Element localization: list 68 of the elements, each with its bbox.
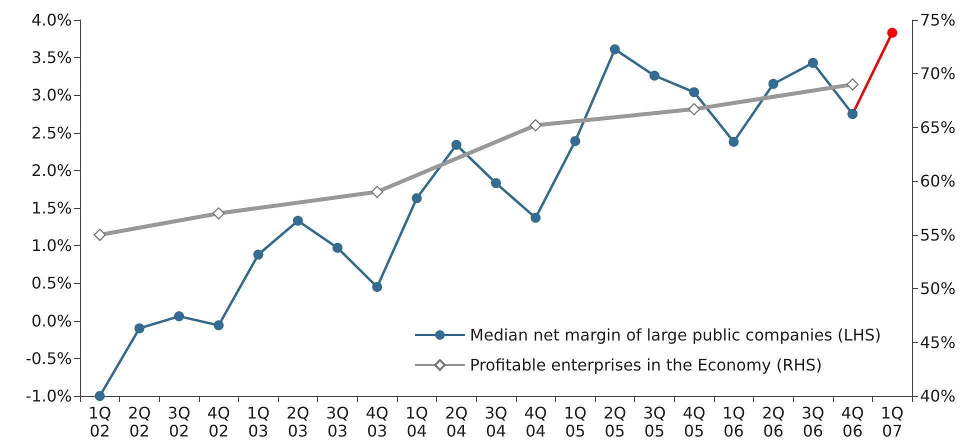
point (570, 136, 580, 146)
x-tick-label: 3Q 03 (326, 404, 349, 440)
x-tick-label: 4Q 06 (841, 404, 864, 440)
y-tick-label: 1.5% (31, 198, 72, 218)
y2-tick-label: 50% (920, 279, 956, 298)
x-tick-label: 4Q 02 (207, 404, 230, 440)
point (372, 282, 382, 292)
x-tick-label: 2Q 03 (286, 404, 310, 440)
legend-label: Median net margin of large public companies (LHS) (470, 326, 881, 344)
x-tick-label: 2Q 06 (762, 404, 785, 440)
y-tick-label: 1.0% (31, 236, 72, 256)
y2-tick-label: 70% (920, 64, 956, 84)
x-tick-label: 1Q 03 (246, 404, 270, 440)
point (94, 391, 105, 401)
legend-label: Profitable enterprises in the Economy (RHS) (470, 356, 822, 374)
y-tick-label: 3.0% (31, 86, 72, 105)
point (530, 212, 541, 223)
point (292, 216, 303, 226)
x-tick-label: 1Q 05 (564, 404, 587, 440)
point (491, 178, 501, 188)
y-tick-label: -0.5% (26, 348, 72, 368)
y-tick-label: 3.5% (31, 48, 72, 68)
point (530, 119, 542, 132)
point (808, 58, 818, 68)
y2-tick-label: 75% (920, 10, 956, 30)
x-tick-label: 2Q 02 (128, 404, 151, 440)
x-tick-label: 4Q 04 (524, 404, 548, 440)
point (253, 250, 264, 260)
point (688, 103, 700, 116)
x-tick-label: 1Q 06 (722, 404, 746, 440)
x-tick-label: 4Q 05 (682, 404, 706, 440)
point (214, 320, 224, 330)
point (134, 323, 144, 334)
point (451, 140, 462, 150)
point (610, 44, 620, 54)
x-tick-label: 3Q 06 (802, 404, 824, 440)
y2-tick-label: 60% (920, 172, 956, 191)
y-tick-label: 0.0% (31, 311, 72, 330)
x-tick-label: 1Q 07 (880, 404, 904, 440)
x-tick-label: 2Q 04 (444, 404, 468, 440)
y-tick-label: 0.5% (31, 274, 72, 293)
point (846, 78, 859, 91)
point (649, 70, 660, 81)
point (371, 186, 384, 198)
y2-tick-label: 40% (920, 386, 956, 406)
y2-tick-label: 45% (920, 332, 956, 352)
point (689, 87, 700, 98)
point (728, 136, 739, 147)
point (887, 28, 898, 38)
point (412, 193, 422, 204)
x-tick-label: 3Q 04 (484, 404, 508, 440)
x-tick-label: 1Q 02 (88, 404, 112, 440)
y-tick-label: 2.0% (31, 160, 72, 180)
point (94, 228, 106, 241)
x-tick-label: 2Q 05 (603, 404, 626, 440)
point (332, 242, 343, 253)
x-tick-label: 1Q 04 (405, 404, 428, 440)
x-tick-label: 3Q 05 (643, 404, 666, 440)
y2-tick-label: 65% (920, 118, 956, 137)
point (174, 311, 184, 322)
y-tick-label: 2.5% (31, 123, 72, 142)
point (768, 78, 778, 89)
x-tick-label: 4Q 03 (366, 404, 389, 440)
point (212, 207, 225, 220)
y-tick-label: -1.0% (26, 386, 72, 406)
y-tick-label: 4.0% (31, 10, 72, 30)
x-tick-label: 3Q 02 (168, 404, 190, 440)
y2-tick-label: 55% (920, 225, 956, 244)
